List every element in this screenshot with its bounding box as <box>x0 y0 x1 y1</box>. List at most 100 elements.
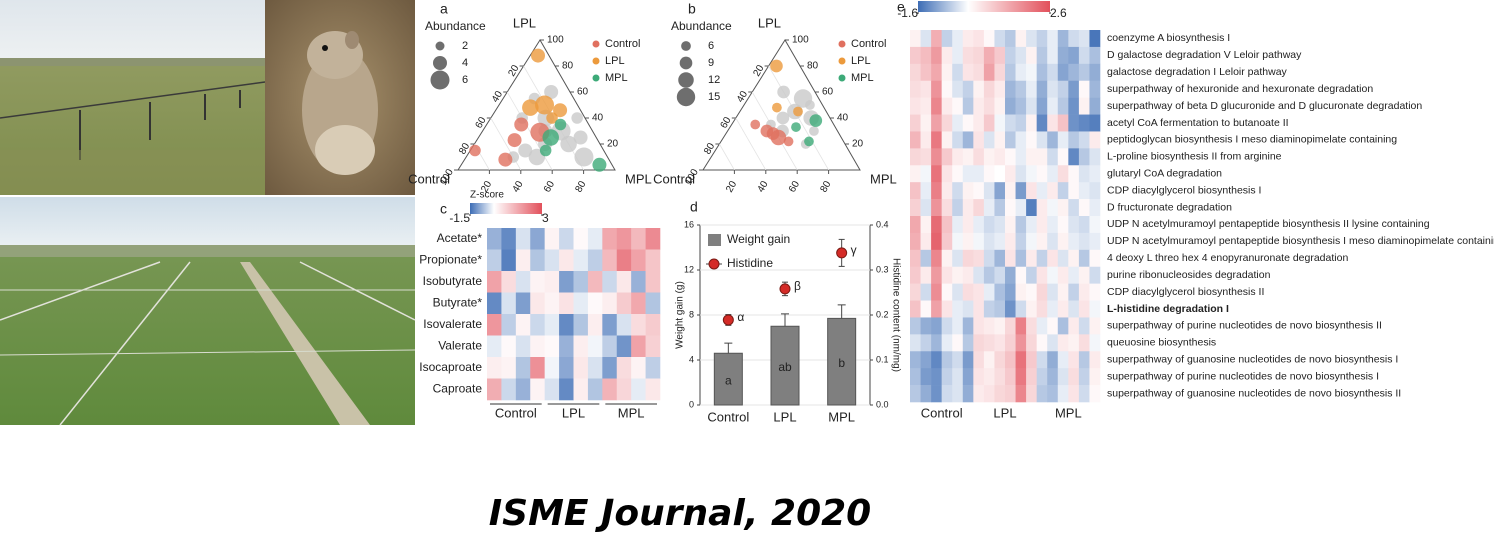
row-label: Isobutyrate <box>423 274 483 288</box>
heatmap-cell <box>1078 300 1090 318</box>
heatmap-cell <box>645 357 661 379</box>
heatmap-cell <box>1015 80 1027 98</box>
data-point <box>722 314 734 326</box>
heatmap-cell <box>1015 351 1027 369</box>
row-label: superpathway of beta D glucuronide and D… <box>1107 100 1422 112</box>
heatmap-cell <box>920 300 932 318</box>
heatmap-cell <box>1026 216 1037 234</box>
legend-size <box>676 87 696 107</box>
data-point <box>779 283 791 295</box>
heatmap-cell <box>994 63 1006 82</box>
heatmap-cell <box>559 335 574 358</box>
heatmap-cell <box>487 228 502 250</box>
heatmap-cell <box>983 249 995 268</box>
row-label: CDP diacylglycerol biosynthesis I <box>1107 184 1261 196</box>
heatmap-cell <box>1005 97 1016 115</box>
heatmap-cell <box>1057 80 1069 98</box>
heatmap-cell <box>1078 80 1090 98</box>
row-label: L-histidine degradation I <box>1107 303 1229 315</box>
heatmap-cell <box>544 378 560 401</box>
heatmap-cell <box>1057 317 1069 335</box>
heatmap-cell <box>1078 266 1090 284</box>
legend-label: Weight gain <box>727 232 790 246</box>
heatmap-cell <box>983 199 995 217</box>
data-point <box>776 111 790 125</box>
heatmap-cell <box>962 97 974 115</box>
heatmap-cell <box>994 266 1006 284</box>
row-label: Caproate <box>433 381 483 395</box>
heatmap: c Acetate* Propionate* Isobutyrate Butyrate*… <box>419 190 661 420</box>
heatmap-cell <box>962 249 974 268</box>
heatmap-cell <box>962 63 974 82</box>
heatmap-cell <box>952 131 964 149</box>
data-point <box>809 126 819 136</box>
heatmap-cell <box>501 314 517 336</box>
heatmap-cell <box>1005 165 1016 183</box>
heatmap-cell <box>1078 249 1090 268</box>
ternary-frame <box>702 39 861 171</box>
heatmap-cell <box>631 292 646 315</box>
heatmap-cell <box>973 30 985 48</box>
heatmap-cell <box>1005 199 1016 217</box>
heatmap-cell <box>983 131 995 149</box>
group-label: MPL <box>618 405 645 420</box>
row-label: superpathway of hexuronide and hexuronat… <box>1107 83 1373 95</box>
heatmap-cell <box>1015 317 1027 335</box>
heatmap-cell <box>973 249 985 268</box>
heatmap-cell <box>931 165 942 183</box>
heatmap-cell <box>920 334 932 352</box>
data-point <box>554 118 567 131</box>
heatmap-cell <box>983 334 995 352</box>
heatmap-cell <box>1015 165 1027 183</box>
legend-swatch <box>838 57 846 65</box>
heatmap-cell <box>1036 148 1048 166</box>
heatmap-cell <box>994 351 1006 369</box>
heatmap-cell <box>910 266 921 284</box>
heatmap-cell <box>1047 334 1059 352</box>
heatmap-cell <box>1015 97 1027 115</box>
legend-label: Histidine <box>727 256 773 270</box>
heatmap-cell <box>1068 148 1080 166</box>
heatmap-cell <box>573 271 589 293</box>
heatmap-cell <box>973 199 985 217</box>
heatmap-cell <box>1036 46 1048 65</box>
tick-label: 60 <box>719 115 734 131</box>
bar-letter: b <box>838 356 845 370</box>
legend-label: 12 <box>708 74 720 86</box>
axis-label: LPL <box>758 15 781 30</box>
heatmap-cell <box>1068 385 1080 403</box>
heatmap-cell <box>645 314 661 336</box>
tick-label: 60 <box>474 115 489 131</box>
y-axis-label: Weight gain (g) <box>675 281 686 349</box>
row-label: galactose degradation I Leloir pathway <box>1107 66 1288 78</box>
row-label: CDP diacylglycerol biosynthesis II <box>1107 286 1264 298</box>
data-point <box>809 114 823 127</box>
heatmap-cell <box>602 378 618 401</box>
heatmap-cell <box>1047 46 1059 65</box>
heatmap-cell <box>1068 165 1080 183</box>
heatmap-cell <box>941 351 953 369</box>
heatmap-cell <box>1036 317 1048 335</box>
heatmap-cell <box>1015 283 1027 301</box>
heatmap-cell <box>1015 334 1027 352</box>
heatmap-cell <box>501 249 517 272</box>
heatmap-cell <box>1078 368 1090 386</box>
row-label: peptidoglycan biosynthesis I meso diamin… <box>1107 134 1397 146</box>
heatmap-cell <box>973 317 985 335</box>
heatmap-cell <box>1078 131 1090 149</box>
heatmap-cell <box>941 334 953 352</box>
heatmap-cell <box>931 300 942 318</box>
heatmap-cell <box>616 335 632 358</box>
heatmap-cell <box>1078 182 1090 200</box>
heatmap-cell <box>1057 232 1069 251</box>
heatmap-cell <box>941 199 953 217</box>
heatmap-cell <box>1047 351 1059 369</box>
tick-label: 20 <box>506 63 521 79</box>
heatmap-cell <box>1047 131 1059 149</box>
heatmap-cell <box>1036 385 1048 403</box>
heatmap-cell <box>559 314 574 336</box>
heatmap-cell <box>994 131 1006 149</box>
heatmap-cell <box>1068 351 1080 369</box>
heatmap-cell <box>931 97 942 115</box>
heatmap-cell <box>931 114 942 132</box>
